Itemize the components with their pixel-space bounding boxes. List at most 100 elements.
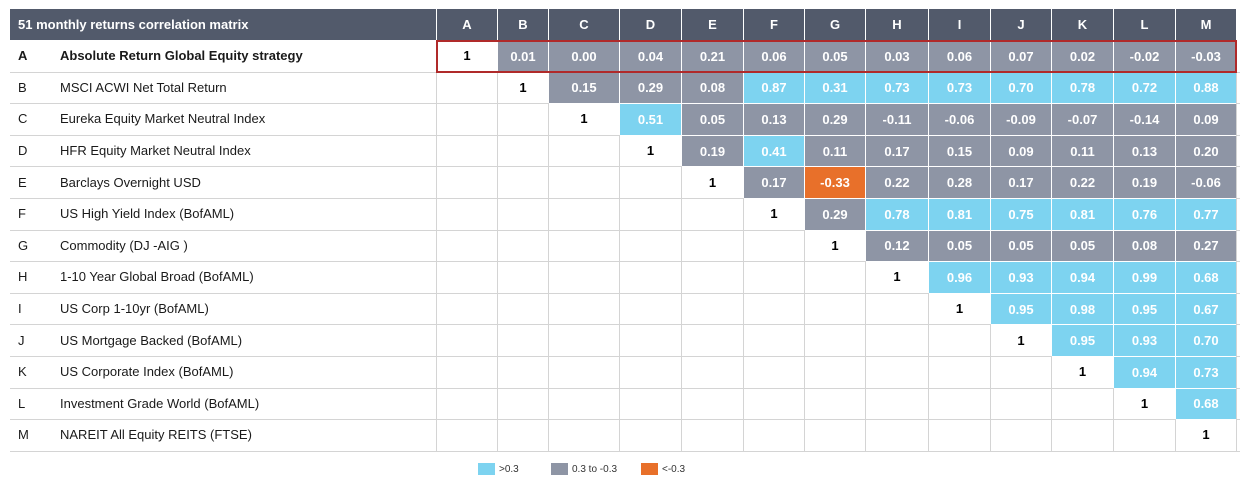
row-name-k: US Corporate Index (BofAML) bbox=[60, 364, 234, 380]
legend-item-low: <-0.3 bbox=[641, 463, 685, 475]
legend-label-mid: 0.3 to -0.3 bbox=[572, 463, 618, 475]
legend-label-low: <-0.3 bbox=[662, 463, 686, 475]
cell-j-m: 0.70 bbox=[1175, 324, 1236, 356]
row-name-a: Absolute Return Global Equity strategy bbox=[60, 48, 303, 64]
row-name-j: US Mortgage Backed (BofAML) bbox=[60, 332, 243, 348]
cell-diagonal: 1 bbox=[991, 324, 1051, 356]
cell-e-f: 0.17 bbox=[743, 166, 804, 198]
cell-diagonal: 1 bbox=[1052, 356, 1113, 388]
column-header-i: I bbox=[928, 9, 990, 40]
cell-a-h: 0.03 bbox=[865, 40, 928, 72]
cell-d-j: 0.09 bbox=[990, 134, 1051, 167]
cell-g-l: 0.08 bbox=[1113, 229, 1175, 262]
cell-diagonal: 1 bbox=[805, 229, 865, 262]
column-header-m: M bbox=[1175, 9, 1236, 40]
cell-c-m: 0.09 bbox=[1175, 103, 1236, 135]
row-divider bbox=[10, 450, 1240, 452]
row-letter-b: B bbox=[18, 79, 27, 95]
cell-k-m: 0.73 bbox=[1175, 356, 1236, 388]
row-letter-i: I bbox=[18, 301, 22, 317]
row-letter-c: C bbox=[18, 111, 28, 127]
cell-g-h: 0.12 bbox=[865, 229, 928, 262]
row-letter-a: A bbox=[18, 48, 28, 64]
cell-diagonal: 1 bbox=[744, 198, 804, 230]
row-name-c: Eureka Equity Market Neutral Index bbox=[60, 111, 266, 127]
cell-e-g: -0.33 bbox=[804, 166, 865, 198]
cell-a-b: 0.01 bbox=[497, 40, 548, 72]
column-header-a: A bbox=[436, 9, 497, 40]
row-name-l: Investment Grade World (BofAML) bbox=[60, 395, 260, 411]
cell-f-l: 0.76 bbox=[1113, 198, 1175, 230]
cell-g-i: 0.05 bbox=[928, 229, 990, 262]
row-letter-g: G bbox=[18, 237, 29, 253]
cell-h-m: 0.68 bbox=[1175, 261, 1236, 293]
legend-item-high: >0.3 bbox=[478, 463, 519, 475]
grid-vline bbox=[548, 40, 549, 451]
grid-vline bbox=[436, 40, 437, 451]
row-name-b: MSCI ACWI Net Total Return bbox=[60, 79, 227, 95]
cell-b-d: 0.29 bbox=[619, 71, 681, 104]
grid-vline bbox=[804, 40, 805, 451]
cell-c-d: 0.51 bbox=[619, 103, 681, 135]
column-header-j: J bbox=[990, 9, 1051, 40]
cell-h-k: 0.94 bbox=[1051, 261, 1113, 293]
cell-c-k: -0.07 bbox=[1051, 103, 1113, 135]
cell-b-f: 0.87 bbox=[743, 71, 804, 104]
row-name-f: US High Yield Index (BofAML) bbox=[60, 206, 235, 222]
cell-diagonal: 1 bbox=[620, 134, 681, 167]
cell-i-j: 0.95 bbox=[990, 292, 1051, 325]
cell-j-k: 0.95 bbox=[1051, 324, 1113, 356]
row-divider bbox=[10, 166, 1240, 168]
cell-l-m: 0.68 bbox=[1175, 387, 1236, 420]
grid-vline bbox=[743, 40, 744, 451]
cell-diagonal: 1 bbox=[437, 40, 497, 72]
row-letter-m: M bbox=[18, 427, 29, 443]
cell-b-m: 0.88 bbox=[1175, 71, 1236, 104]
row-name-g: Commodity (DJ -AIG ) bbox=[60, 237, 188, 253]
cell-c-l: -0.14 bbox=[1113, 103, 1175, 135]
row-divider bbox=[10, 292, 1240, 294]
grid-vline bbox=[681, 40, 682, 451]
row-name-h: 1-10 Year Global Broad (BofAML) bbox=[60, 269, 254, 285]
legend-item-mid: 0.3 to -0.3 bbox=[551, 463, 617, 475]
grid-vline bbox=[619, 40, 620, 451]
cell-diagonal: 1 bbox=[1114, 387, 1175, 420]
cell-a-e: 0.21 bbox=[681, 40, 743, 72]
cell-diagonal: 1 bbox=[866, 261, 928, 293]
row-letter-d: D bbox=[18, 143, 28, 159]
cell-h-i: 0.96 bbox=[928, 261, 990, 293]
row-name-m: NAREIT All Equity REITS (FTSE) bbox=[60, 427, 252, 443]
cell-f-k: 0.81 bbox=[1051, 198, 1113, 230]
grid-vline bbox=[1236, 40, 1237, 451]
row-letter-e: E bbox=[18, 174, 27, 190]
cell-a-m: -0.03 bbox=[1175, 40, 1236, 72]
cell-f-m: 0.77 bbox=[1175, 198, 1236, 230]
cell-f-j: 0.75 bbox=[990, 198, 1051, 230]
row-divider bbox=[10, 324, 1240, 326]
cell-g-j: 0.05 bbox=[990, 229, 1051, 262]
cell-e-j: 0.17 bbox=[990, 166, 1051, 198]
cell-i-l: 0.95 bbox=[1113, 292, 1175, 325]
cell-c-g: 0.29 bbox=[804, 103, 865, 135]
column-header-d: D bbox=[619, 9, 681, 40]
cell-d-m: 0.20 bbox=[1175, 134, 1236, 167]
cell-f-g: 0.29 bbox=[804, 198, 865, 230]
cell-c-f: 0.13 bbox=[743, 103, 804, 135]
cell-g-m: 0.27 bbox=[1175, 229, 1236, 262]
cell-diagonal: 1 bbox=[682, 166, 743, 198]
row-letter-k: K bbox=[18, 364, 27, 380]
cell-b-j: 0.70 bbox=[990, 71, 1051, 104]
cell-c-h: -0.11 bbox=[865, 103, 928, 135]
cell-f-i: 0.81 bbox=[928, 198, 990, 230]
cell-b-c: 0.15 bbox=[548, 71, 619, 104]
column-header-l: L bbox=[1113, 9, 1175, 40]
cell-a-i: 0.06 bbox=[928, 40, 990, 72]
grid-vline bbox=[497, 40, 498, 451]
cell-k-l: 0.94 bbox=[1113, 356, 1175, 388]
cell-d-k: 0.11 bbox=[1051, 134, 1113, 167]
cell-d-e: 0.19 bbox=[681, 134, 743, 167]
cell-a-g: 0.05 bbox=[804, 40, 865, 72]
cell-d-g: 0.11 bbox=[804, 134, 865, 167]
cell-b-g: 0.31 bbox=[804, 71, 865, 104]
column-header-e: E bbox=[681, 9, 743, 40]
